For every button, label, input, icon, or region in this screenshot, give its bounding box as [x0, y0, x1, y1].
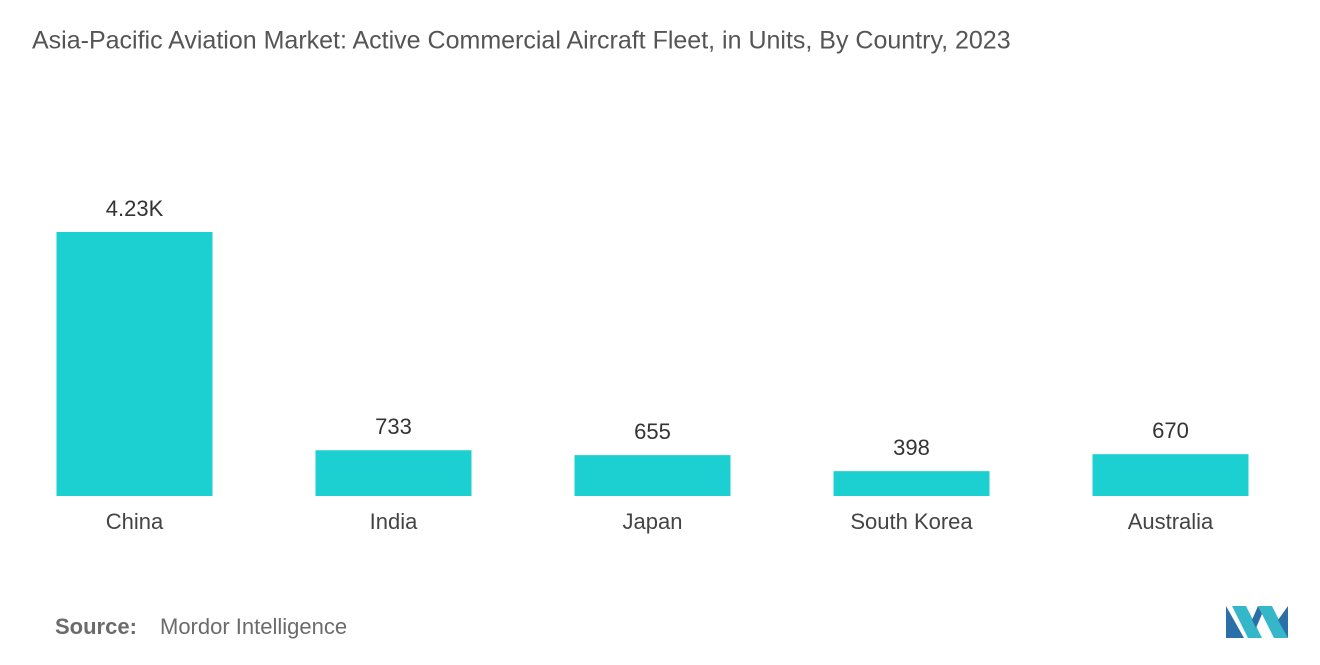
x-tick-label: Australia [1128, 509, 1214, 534]
bar [1092, 454, 1249, 496]
bar [574, 455, 731, 496]
x-tick-label: China [106, 509, 164, 534]
source-label: Source: [55, 614, 137, 639]
chart-title: Asia-Pacific Aviation Market: Active Com… [32, 27, 1011, 55]
value-label: 733 [375, 414, 412, 439]
bar [833, 471, 990, 496]
bar [56, 232, 213, 496]
value-label: 670 [1152, 418, 1189, 443]
x-tick-label: Japan [623, 509, 683, 534]
value-label: 398 [893, 435, 930, 460]
value-label: 4.23K [106, 196, 164, 221]
x-tick-label: India [370, 509, 418, 534]
value-label: 655 [634, 419, 671, 444]
bar [315, 450, 472, 496]
x-tick-label: South Korea [850, 509, 973, 534]
logo [1226, 606, 1288, 638]
source-text: Mordor Intelligence [160, 614, 347, 639]
